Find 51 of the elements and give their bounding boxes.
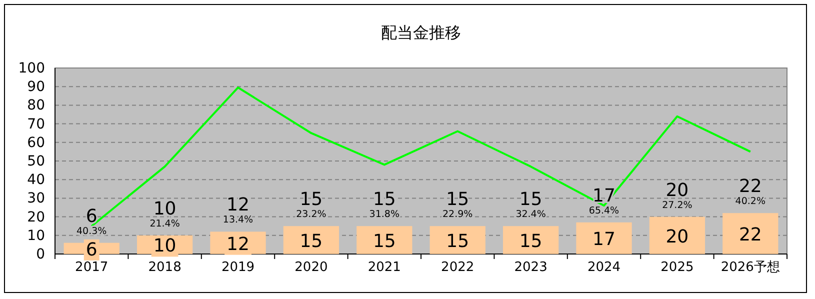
annotation: 22.9% [442, 209, 473, 220]
data-label: 22 [738, 224, 762, 246]
annotation: 12 [226, 194, 250, 216]
annotation: 65.4% [588, 205, 620, 216]
x-tick-label: 2023 [514, 260, 548, 276]
annotation: 20 [666, 180, 689, 201]
annotation: 21.4% [150, 218, 180, 230]
annotation: 27.2% [662, 200, 692, 211]
data-label: 15 [372, 231, 396, 252]
annotation: 40.3% [76, 226, 107, 237]
annotation: 22 [738, 176, 762, 198]
annotation: 15 [372, 189, 396, 210]
x-tick-label: 2017 [75, 260, 108, 276]
data-label: 15 [446, 231, 470, 252]
annotation: 15 [519, 189, 542, 210]
data-label: 12 [226, 234, 250, 255]
data-label: 15 [519, 231, 542, 252]
y-tick-label: 80 [27, 98, 45, 114]
y-tick-label: 20 [27, 209, 45, 226]
data-label: 17 [592, 229, 616, 250]
y-tick-label: 0 [36, 246, 45, 262]
x-tick-label: 2024 [587, 260, 621, 276]
x-tick-label: 2019 [221, 260, 255, 276]
y-tick-label: 10 [27, 228, 45, 244]
x-tick-label: 2026予想 [720, 260, 780, 276]
x-tick-label: 2025 [660, 260, 694, 276]
chart-title: 配当金推移 [381, 23, 461, 42]
annotation: 40.2% [735, 196, 766, 208]
x-tick-label: 2022 [441, 260, 474, 276]
annotation: 23.2% [296, 209, 326, 220]
y-tick-label: 30 [27, 190, 45, 207]
y-tick-label: 40 [27, 172, 45, 188]
annotation: 6 [86, 206, 98, 227]
y-tick-label: 50 [27, 153, 45, 170]
data-label: 15 [300, 231, 323, 252]
annotation: 32.4% [516, 209, 546, 220]
data-label: 10 [153, 236, 176, 257]
data-label: 6 [86, 239, 98, 260]
annotation: 15 [300, 189, 323, 210]
data-label: 20 [666, 226, 689, 248]
annotation: 15 [446, 189, 470, 210]
annotation: 10 [153, 198, 176, 220]
y-tick-label: 90 [27, 79, 45, 96]
x-tick-label: 2020 [294, 260, 328, 276]
y-tick-label: 70 [27, 116, 45, 132]
x-tick-label: 2021 [368, 260, 401, 276]
y-tick-label: 100 [18, 60, 45, 76]
annotation: 31.8% [369, 209, 400, 220]
x-tick-label: 2018 [148, 260, 182, 276]
y-tick-label: 60 [27, 134, 45, 151]
annotation: 13.4% [222, 214, 254, 226]
